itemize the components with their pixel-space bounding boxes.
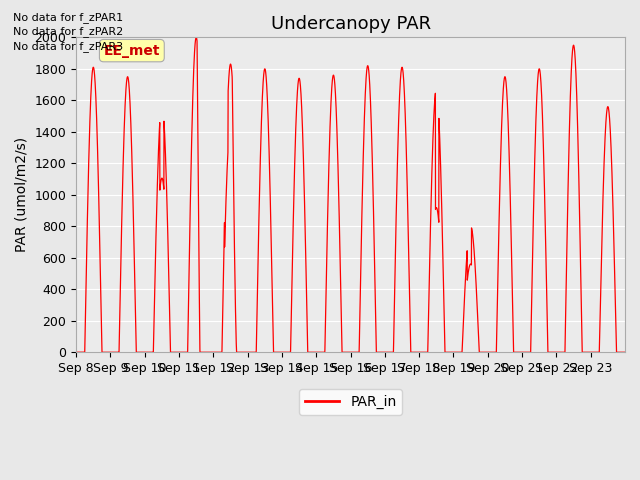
Text: EE_met: EE_met: [104, 44, 160, 58]
Legend: PAR_in: PAR_in: [299, 389, 402, 415]
Text: No data for f_zPAR2: No data for f_zPAR2: [13, 26, 123, 37]
Text: No data for f_zPAR3: No data for f_zPAR3: [13, 41, 123, 52]
Text: No data for f_zPAR1: No data for f_zPAR1: [13, 12, 123, 23]
Title: Undercanopy PAR: Undercanopy PAR: [271, 15, 431, 33]
Y-axis label: PAR (umol/m2/s): PAR (umol/m2/s): [15, 137, 29, 252]
